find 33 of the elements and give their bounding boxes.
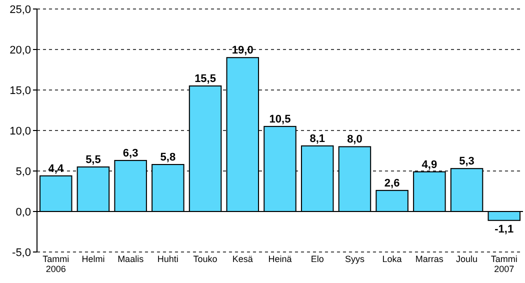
data-label: 10,5: [269, 113, 291, 126]
y-tick-label: 5,0: [16, 166, 31, 178]
x-tick-label: Tammi 2006: [42, 254, 70, 274]
x-tick-label: Heinä: [268, 254, 292, 264]
data-label: 19,0: [232, 44, 254, 57]
x-tick-label: Kesä: [232, 254, 253, 264]
data-label: 4,4: [48, 162, 64, 175]
y-tick-label: 0,0: [16, 206, 31, 218]
data-label: 6,3: [122, 147, 138, 160]
data-label: 8,1: [310, 132, 326, 145]
data-label: 15,5: [194, 72, 216, 85]
y-tick-label: 15,0: [10, 85, 31, 97]
y-tick-label: 25,0: [10, 4, 31, 16]
x-tick-label: Tammi 2007: [490, 254, 518, 274]
x-tick-label: Loka: [382, 254, 402, 264]
x-tick-label: Elo: [310, 254, 324, 264]
x-tick-label: Syys: [344, 254, 365, 264]
x-tick-label: Maalis: [118, 254, 144, 264]
data-label: 5,8: [160, 152, 176, 164]
data-label: 2,6: [384, 177, 400, 190]
x-tick-label: Marras: [415, 254, 444, 264]
y-tick-label: 10,0: [10, 126, 31, 138]
y-tick-label: 20,0: [10, 44, 31, 56]
data-label: 5,3: [459, 156, 474, 168]
data-label: -1,1: [494, 223, 514, 236]
x-tick-label: Helmi: [82, 254, 105, 264]
x-tick-label: Touko: [193, 254, 218, 264]
y-tick-label: -5,0: [12, 247, 31, 259]
x-tick-label: Joulu: [456, 254, 478, 264]
data-label: 5,5: [86, 154, 101, 166]
x-tick-label: Huhti: [157, 254, 178, 264]
data-label: 4,9: [422, 158, 438, 171]
data-label: 8,0: [347, 134, 362, 146]
